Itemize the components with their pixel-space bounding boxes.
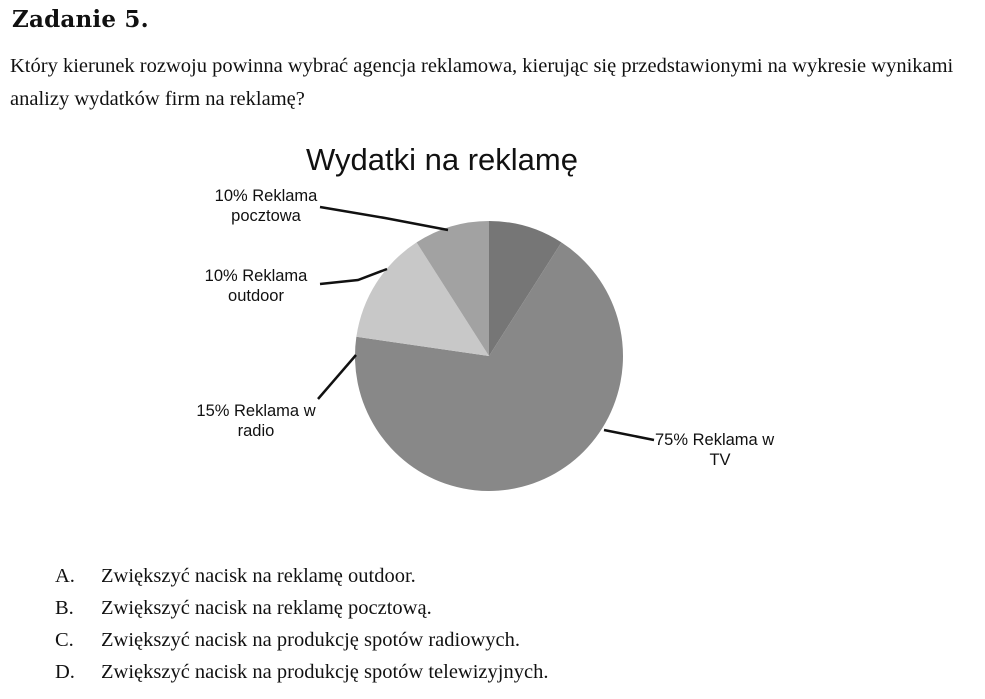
slice-label: 15% Reklama w: [196, 402, 315, 420]
question-text: Który kierunek rozwoju powinna wybrać ag…: [10, 55, 954, 110]
answer-option-d[interactable]: D. Zwiększyć nacisk na produkcję spotów t…: [55, 656, 548, 688]
slice-labels: 10% Reklama pocztowa 75% Reklama w TV 15% Re…: [196, 187, 774, 469]
leader-line: [603, 428, 655, 442]
pie-chart: Wydatki na reklamę 10% Reklama pocztowa 75…: [190, 135, 810, 505]
leader-line: [317, 354, 357, 400]
leader-lines: [317, 205, 655, 442]
slice-label: 75% Reklama w: [655, 431, 774, 449]
pie-slice-reklama-outdoor: [416, 221, 489, 356]
answer-option-a[interactable]: A. Zwiększyć nacisk na reklamę outdoor.: [55, 560, 548, 592]
pie-slice-reklama-w-radio: [356, 242, 489, 356]
task-title: Zadanie 5.: [12, 6, 149, 33]
chart-title: Wydatki na reklamę: [306, 142, 578, 177]
answer-list: A. Zwiększyć nacisk na reklamę outdoor. B…: [55, 560, 548, 688]
slice-label: TV: [709, 451, 730, 469]
answer-letter: B.: [55, 597, 74, 619]
pie-chart-svg: Wydatki na reklamę 10% Reklama pocztowa 75…: [196, 142, 774, 492]
leader-line: [319, 205, 449, 232]
answer-text: Zwiększyć nacisk na reklamę outdoor.: [101, 565, 416, 587]
answer-text: Zwiększyć nacisk na produkcję spotów tel…: [101, 661, 549, 683]
slice-label: 10% Reklama: [215, 187, 319, 205]
slice-label: outdoor: [228, 287, 284, 305]
answer-letter: D.: [55, 661, 75, 683]
answer-option-b[interactable]: B. Zwiększyć nacisk na reklamę pocztową.: [55, 592, 548, 624]
answer-letter: C.: [55, 629, 74, 651]
pie-slices: [355, 221, 623, 492]
pie-slice-reklama-pocztowa: [489, 221, 562, 356]
pie-slice-reklama-w-tv: [355, 242, 623, 492]
answer-letter: A.: [55, 565, 75, 587]
leader-line: [319, 267, 388, 286]
slice-label: 10% Reklama: [205, 267, 309, 285]
answer-option-c[interactable]: C. Zwiększyć nacisk na produkcję spotów r…: [55, 624, 548, 656]
slice-label: radio: [238, 422, 275, 440]
slice-label: pocztowa: [231, 207, 302, 225]
answer-text: Zwiększyć nacisk na produkcję spotów rad…: [101, 629, 520, 651]
answer-text: Zwiększyć nacisk na reklamę pocztową.: [101, 597, 432, 619]
